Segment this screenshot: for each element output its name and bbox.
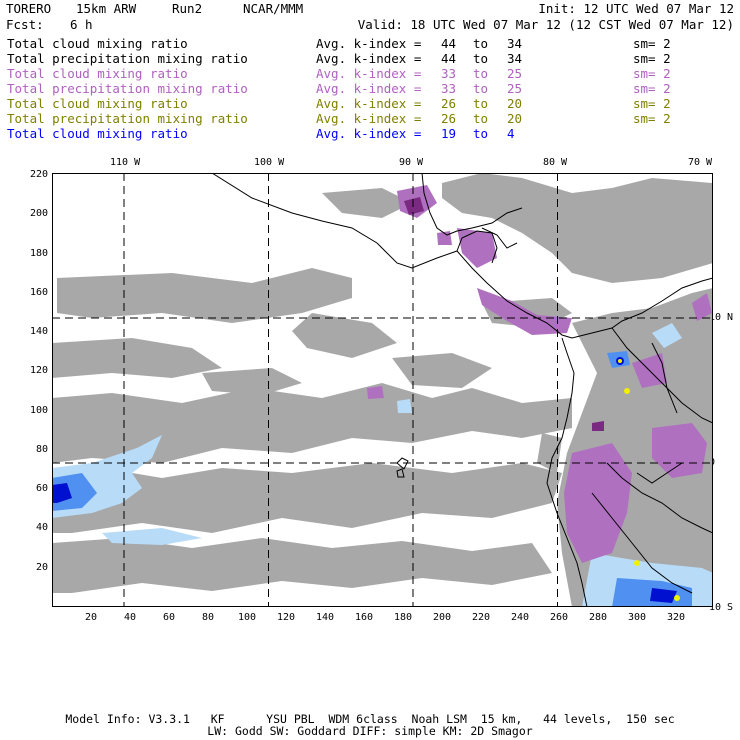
model-info-line-2: LW: Godd SW: Goddard DIFF: simple KM: 2D… bbox=[207, 724, 533, 738]
legend-k1: 44 bbox=[441, 36, 457, 51]
legend-k1: 19 bbox=[441, 126, 457, 141]
y-tick-label: 20 bbox=[35, 561, 48, 573]
legend-k2: 20 bbox=[507, 96, 523, 111]
y-tick-label: 120 bbox=[30, 365, 49, 377]
legend-k1: 33 bbox=[441, 81, 457, 96]
legend-to: to bbox=[473, 126, 489, 141]
y-tick-label: 40 bbox=[35, 522, 48, 534]
y-tick-label: 180 bbox=[30, 247, 49, 259]
forecast-label: Fcst: bbox=[6, 17, 44, 32]
legend-k2: 34 bbox=[507, 36, 523, 51]
legend-var: Total precipitation mixing ratio bbox=[7, 51, 248, 66]
legend-sm: sm= 2 bbox=[633, 96, 671, 111]
lon-label-80w: 80 W bbox=[543, 157, 568, 168]
model-resolution: 15km ARW bbox=[76, 1, 137, 16]
legend-sm: sm= 2 bbox=[633, 51, 671, 66]
legend-k2: 25 bbox=[507, 66, 523, 81]
legend-k2: 25 bbox=[507, 81, 523, 96]
precip-field-deep-purple bbox=[404, 197, 604, 431]
coastlines bbox=[211, 173, 713, 607]
legend-avg: Avg. k-index = bbox=[316, 51, 422, 66]
y-tick-label: 80 bbox=[35, 443, 48, 455]
x-tick-label: 220 bbox=[471, 612, 491, 623]
y-tick-label: 160 bbox=[30, 286, 49, 298]
legend-var: Total precipitation mixing ratio bbox=[7, 111, 248, 126]
y-tick-label: 60 bbox=[35, 483, 48, 495]
legend-sm: sm= 2 bbox=[633, 111, 671, 126]
legend-sm: sm= 2 bbox=[633, 36, 671, 51]
legend-to: to bbox=[473, 66, 489, 81]
valid-time: Valid: 18 UTC Wed 07 Mar 12 (12 CST Wed … bbox=[357, 17, 734, 32]
legend-avg: Avg. k-index = bbox=[316, 66, 422, 81]
x-tick-label: 80 bbox=[201, 612, 214, 623]
x-tick-label: 20 bbox=[84, 612, 97, 623]
legend-k2: 34 bbox=[507, 51, 523, 66]
forecast-map bbox=[52, 173, 713, 607]
x-tick-label: 200 bbox=[432, 612, 452, 623]
x-tick-label: 60 bbox=[162, 612, 175, 623]
x-tick-label: 180 bbox=[393, 612, 413, 623]
legend-avg: Avg. k-index = bbox=[316, 81, 422, 96]
lon-label-70w: 70 W bbox=[688, 157, 713, 168]
run-label: Run2 bbox=[172, 1, 203, 16]
legend-to: to bbox=[473, 36, 489, 51]
legend-var: Total precipitation mixing ratio bbox=[7, 81, 248, 96]
x-tick-label: 140 bbox=[315, 612, 335, 623]
legend-k1: 33 bbox=[441, 66, 457, 81]
x-tick-label: 260 bbox=[549, 612, 569, 623]
legend-avg: Avg. k-index = bbox=[316, 36, 422, 51]
legend-to: to bbox=[473, 111, 489, 126]
model-info-line-1: Model Info: V3.3.1 KF YSU PBL WDM 6class… bbox=[65, 712, 675, 726]
legend-k1: 26 bbox=[441, 111, 457, 126]
lat-lon-grid bbox=[52, 173, 713, 607]
legend-k1: 26 bbox=[441, 96, 457, 111]
lat-label-10n: 10 N bbox=[709, 312, 734, 323]
lon-label-90w: 90 W bbox=[399, 157, 424, 168]
org-label: NCAR/MMM bbox=[243, 1, 304, 16]
legend-var: Total cloud mixing ratio bbox=[7, 36, 188, 51]
legend-k2: 4 bbox=[507, 126, 515, 141]
init-time: Init: 12 UTC Wed 07 Mar 12 bbox=[538, 1, 734, 16]
legend-var: Total cloud mixing ratio bbox=[7, 66, 188, 81]
legend-var: Total cloud mixing ratio bbox=[7, 96, 188, 111]
y-tick-label: 220 bbox=[30, 168, 49, 180]
x-tick-label: 100 bbox=[237, 612, 257, 623]
cloud-field-deep-blue bbox=[52, 357, 677, 603]
legend-avg: Avg. k-index = bbox=[316, 96, 422, 111]
x-tick-label: 240 bbox=[510, 612, 530, 623]
y-tick-label: 200 bbox=[30, 208, 49, 220]
legend-to: to bbox=[473, 96, 489, 111]
model-name: TORERO bbox=[6, 1, 52, 16]
forecast-hour: 6 h bbox=[70, 17, 93, 32]
x-tick-label: 40 bbox=[123, 612, 136, 623]
lat-label-10s: 10 S bbox=[709, 602, 734, 613]
cloud-field-gray bbox=[52, 173, 713, 607]
legend-to: to bbox=[473, 51, 489, 66]
legend-sm: sm= 2 bbox=[633, 81, 671, 96]
x-tick-label: 280 bbox=[588, 612, 608, 623]
x-tick-label: 320 bbox=[666, 612, 685, 623]
legend-var: Total cloud mixing ratio bbox=[7, 126, 188, 141]
legend-k2: 20 bbox=[507, 111, 523, 126]
y-tick-label: 140 bbox=[30, 326, 49, 338]
x-tick-label: 160 bbox=[354, 612, 374, 623]
legend-avg: Avg. k-index = bbox=[316, 111, 422, 126]
legend-to: to bbox=[473, 81, 489, 96]
lon-label-100w: 100 W bbox=[254, 157, 285, 168]
legend-avg: Avg. k-index = bbox=[316, 126, 422, 141]
legend-k1: 44 bbox=[441, 51, 457, 66]
y-tick-label: 100 bbox=[30, 404, 49, 416]
legend-sm: sm= 2 bbox=[633, 66, 671, 81]
lon-label-110w: 110 W bbox=[110, 157, 141, 168]
x-tick-label: 120 bbox=[276, 612, 296, 623]
x-tick-label: 300 bbox=[627, 612, 647, 623]
